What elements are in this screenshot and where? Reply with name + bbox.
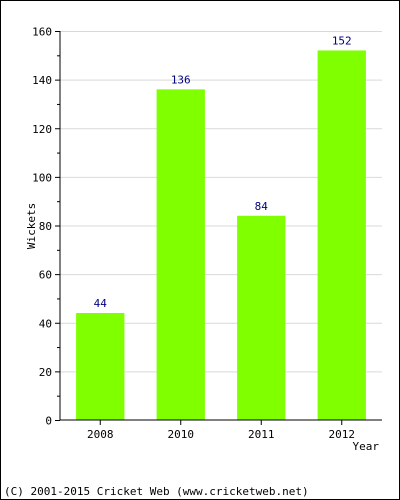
data-label-2008: 44: [94, 297, 108, 310]
y-tick-label: 80: [39, 220, 52, 233]
y-tick-label: 160: [32, 26, 52, 39]
bar-2011: [237, 215, 286, 420]
data-label-2010: 136: [171, 73, 191, 86]
y-tick-label: 20: [39, 366, 52, 379]
copyright-footer: (C) 2001-2015 Cricket Web (www.cricketwe…: [4, 485, 309, 498]
bar-2012: [317, 50, 366, 420]
data-labels: 44 136 84 152: [94, 34, 352, 310]
y-axis-title: Wickets: [25, 203, 38, 249]
y-tick-label: 120: [32, 123, 52, 136]
y-tick-label: 40: [39, 317, 52, 330]
y-axis-ticks: 0 20 40 60 80 100 120 140 160: [32, 26, 60, 428]
y-tick-label: 100: [32, 171, 52, 184]
x-axis-ticks: 2008 2010 2011 2012: [87, 420, 355, 441]
data-label-2012: 152: [332, 34, 352, 47]
x-tick-label-2008: 2008: [87, 428, 114, 441]
bars: [76, 50, 366, 420]
x-axis-title: Year: [353, 440, 380, 453]
y-tick-label: 140: [32, 74, 52, 87]
y-tick-label: 60: [39, 269, 52, 282]
x-tick-label-2010: 2010: [168, 428, 195, 441]
bar-2008: [76, 313, 125, 420]
bar-2010: [156, 89, 205, 420]
data-label-2011: 84: [255, 200, 269, 213]
y-tick-label: 0: [45, 415, 52, 428]
x-tick-label-2012: 2012: [329, 428, 356, 441]
x-tick-label-2011: 2011: [248, 428, 275, 441]
